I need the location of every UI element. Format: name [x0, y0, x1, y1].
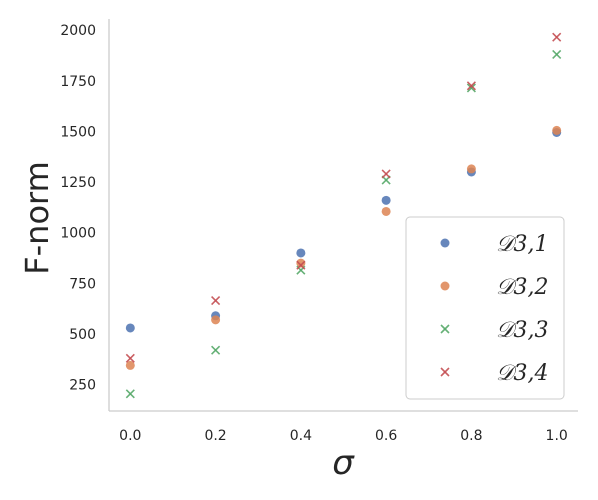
legend-label: 𝒟3,4 — [496, 361, 549, 386]
data-point-series-4 — [296, 260, 306, 270]
legend-label: 𝒟3,1 — [496, 232, 549, 257]
legend-marker — [440, 238, 450, 248]
data-point-series-3 — [125, 389, 135, 399]
legend-marker — [440, 324, 450, 334]
y-axis-label: F-norm — [18, 161, 56, 275]
y-tick-label: 250 — [69, 378, 96, 394]
data-point-series-2 — [552, 125, 562, 135]
data-point-series-2 — [296, 258, 306, 268]
legend-box — [405, 216, 565, 400]
x-tick-label: 0.0 — [119, 428, 141, 444]
y-tick-label: 2000 — [60, 23, 96, 39]
data-point-series-3 — [466, 83, 476, 93]
data-point-series-2 — [125, 360, 135, 370]
data-point-series-1 — [296, 248, 306, 258]
x-tick-label: 1.0 — [546, 428, 568, 444]
y-tick-label: 500 — [69, 327, 96, 343]
data-point-series-4 — [381, 169, 391, 179]
data-point-series-1 — [125, 323, 135, 333]
data-point-series-3 — [211, 345, 221, 355]
data-point-series-2 — [211, 315, 221, 325]
x-tick-label: 0.2 — [204, 428, 226, 444]
legend-label: 𝒟3,2 — [496, 275, 549, 300]
y-tick-label: 1750 — [60, 74, 96, 90]
data-point-series-1 — [381, 195, 391, 205]
data-points — [125, 32, 562, 399]
data-point-series-4 — [211, 296, 221, 306]
x-tick-label: 0.8 — [460, 428, 482, 444]
data-point-series-2 — [381, 206, 391, 216]
data-point-series-2 — [466, 164, 476, 174]
data-point-series-4 — [125, 353, 135, 363]
axes — [108, 19, 578, 412]
x-tick-label: 0.4 — [290, 428, 312, 444]
y-tick-label: 1500 — [60, 124, 96, 140]
x-tick-label: 0.6 — [375, 428, 397, 444]
y-ticks: 250 500 750 1000 1250 1500 1750 2000 — [60, 23, 96, 394]
x-axis-label: σ — [332, 443, 355, 483]
data-point-series-4 — [552, 32, 562, 42]
legend-label: 𝒟3,3 — [496, 318, 549, 343]
y-tick-label: 1000 — [60, 226, 96, 242]
data-point-series-3 — [552, 49, 562, 60]
legend-marker — [440, 281, 450, 291]
y-tick-label: 750 — [69, 276, 96, 292]
legend: 𝒟3,1 𝒟3,2 𝒟3,3 𝒟3,4 — [405, 216, 565, 400]
y-tick-label: 1250 — [60, 175, 96, 191]
legend-marker — [440, 367, 450, 377]
data-point-series-4 — [466, 81, 476, 91]
x-ticks: 0.0 0.2 0.4 0.6 0.8 1.0 — [119, 428, 568, 444]
